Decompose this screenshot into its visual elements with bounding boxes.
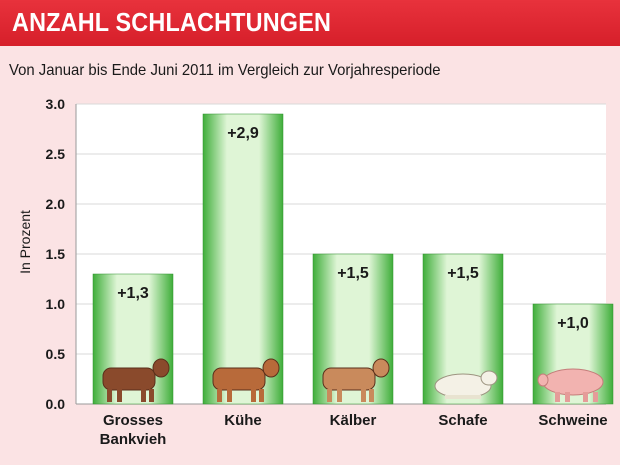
animal-head <box>152 358 170 378</box>
animal-head <box>262 358 280 378</box>
chart-title: ANZAHL SCHLACHTUNGEN <box>12 7 332 37</box>
y-tick-label: 0.5 <box>46 346 66 362</box>
x-tick-label-line: Kühe <box>224 412 262 429</box>
sheep-icon <box>434 370 498 399</box>
animal-leg <box>361 389 366 402</box>
x-tick-label: Schafe <box>438 412 487 429</box>
x-tick-label: Kälber <box>330 412 377 429</box>
animal-leg <box>149 389 154 402</box>
calf-icon <box>322 358 390 402</box>
y-tick-label: 0.0 <box>46 396 66 412</box>
animal-leg <box>217 389 222 402</box>
y-axis-title: In Prozent <box>17 210 33 274</box>
chart-subtitle: Von Januar bis Ende Juni 2011 im Verglei… <box>9 62 441 79</box>
animal-leg <box>251 389 256 402</box>
data-label: +1,5 <box>447 265 479 282</box>
pig-leg <box>583 392 588 402</box>
y-tick-label: 2.5 <box>46 146 66 162</box>
data-label: +1,3 <box>117 285 149 302</box>
y-tick-label: 1.5 <box>46 246 66 262</box>
x-tick-label-line: Schweine <box>538 412 607 429</box>
bar <box>202 113 284 405</box>
title-bar: ANZAHL SCHLACHTUNGEN <box>0 0 620 46</box>
cow-icon <box>212 358 280 402</box>
data-label: +1,5 <box>337 265 369 282</box>
animal-leg <box>369 389 374 402</box>
animal-leg <box>259 389 264 402</box>
animal-leg <box>141 389 146 402</box>
sheep-legs <box>445 395 481 399</box>
animal-body <box>322 367 376 391</box>
pig-icon <box>537 368 604 402</box>
animal-leg <box>107 389 112 402</box>
pig-leg <box>565 392 570 402</box>
animal-body <box>212 367 266 391</box>
data-label: +2,9 <box>227 125 259 142</box>
x-tick-label-line: Grosses <box>103 412 163 429</box>
animal-body <box>102 367 156 391</box>
x-tick-label: Grosses Bankvieh <box>100 412 167 448</box>
x-tick-label: Schweine <box>538 412 607 429</box>
y-tick-label: 2.0 <box>46 196 66 212</box>
pig-snout <box>537 373 549 387</box>
pig-leg <box>593 392 598 402</box>
data-label: +1,0 <box>557 315 589 332</box>
animal-leg <box>227 389 232 402</box>
y-tick-label: 3.0 <box>46 96 66 112</box>
x-tick-label-line: Bankvieh <box>100 431 167 448</box>
cattle-icon <box>102 358 170 402</box>
animal-head <box>372 358 390 378</box>
pig-leg <box>555 392 560 402</box>
animal-leg <box>117 389 122 402</box>
x-tick-label-line: Kälber <box>330 412 377 429</box>
pig-body <box>542 368 604 396</box>
x-tick-label-line: Schafe <box>438 412 487 429</box>
y-tick-label: 1.0 <box>46 296 66 312</box>
sheep-head <box>480 370 498 386</box>
animal-leg <box>327 389 332 402</box>
animal-leg <box>337 389 342 402</box>
x-tick-label: Kühe <box>224 412 262 429</box>
